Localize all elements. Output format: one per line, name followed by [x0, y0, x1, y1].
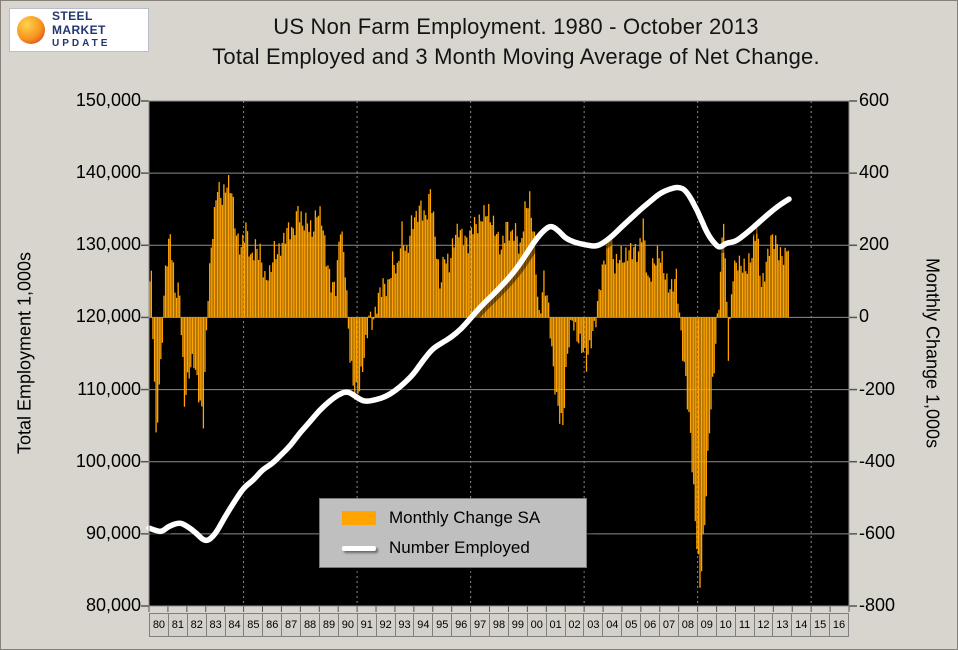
monthly-change-bars [149, 175, 789, 588]
x-axis-year-label: 06 [640, 613, 661, 637]
chart-subtitle: Total Employed and 3 Month Moving Averag… [212, 44, 820, 69]
x-axis-year-label: 94 [413, 613, 434, 637]
left-axis-tick-label: 100,000 [75, 450, 141, 471]
x-axis-year-label: 14 [791, 613, 812, 637]
legend: Monthly Change SA Number Employed [319, 498, 587, 568]
right-axis-tick-label: 400 [859, 162, 890, 183]
x-axis-year-label: 87 [281, 613, 302, 637]
x-axis-year-label: 09 [696, 613, 717, 637]
chart-title: US Non Farm Employment. 1980 - October 2… [273, 14, 759, 39]
x-axis-year-label: 01 [545, 613, 566, 637]
x-axis-year-label: 84 [224, 613, 245, 637]
right-axis-tick-label: 0 [859, 306, 870, 327]
x-axis-year-label: 96 [451, 613, 472, 637]
left-axis-title: Total Employment 1,000s [14, 251, 35, 455]
x-axis-year-label: 89 [319, 613, 339, 637]
x-axis-year-label: 99 [507, 613, 528, 637]
logo-text-top: STEEL MARKET [52, 9, 106, 38]
left-axis-tick-label: 80,000 [85, 595, 141, 615]
x-axis-year-label: 82 [186, 613, 207, 637]
legend-bar-label: Monthly Change SA [389, 508, 541, 527]
line-swatch-icon [342, 545, 376, 551]
x-axis-year-label: 86 [262, 613, 283, 637]
x-axis-year-label: 80 [149, 613, 169, 637]
right-axis-tick-label: 600 [859, 90, 890, 110]
x-axis-year-label: 12 [753, 613, 774, 637]
x-axis-year-label: 81 [167, 613, 188, 637]
x-axis-year-label: 91 [356, 613, 377, 637]
x-axis-year-label: 15 [810, 613, 831, 637]
left-axis-tick-label: 90,000 [85, 522, 141, 543]
x-axis-year-label: 92 [375, 613, 396, 637]
x-axis-year-label: 90 [337, 613, 358, 637]
right-axis-title: Monthly Change 1,000s [922, 257, 943, 449]
x-axis-year-label: 97 [470, 613, 491, 637]
x-axis-year-label: 04 [602, 613, 623, 637]
bar-swatch-icon [342, 511, 376, 525]
right-axis-tick-label: -400 [859, 450, 896, 471]
x-axis-year-label: 07 [659, 613, 679, 637]
left-axis-tick-label: 110,000 [77, 378, 141, 399]
x-axis-year-label: 08 [677, 613, 698, 637]
x-axis-year-label: 00 [526, 613, 547, 637]
x-axis-year-label: 16 [829, 613, 849, 637]
x-axis-year-label: 93 [394, 613, 415, 637]
x-axis: 80 81 82 83 84 85 86 87 88 89 90 91 92 93 94 95 96 97 98 99… [149, 613, 849, 637]
right-axis-tick-label: -600 [859, 522, 896, 543]
logo-text-bottom: UPDATE [52, 38, 111, 50]
legend-item-bar: Monthly Change SA [342, 508, 586, 528]
right-axis-tick-label: 200 [859, 234, 890, 255]
steel-market-update-logo: STEEL MARKET UPDATE [9, 8, 149, 52]
x-axis-year-label: 83 [205, 613, 226, 637]
legend-item-line: Number Employed [342, 538, 586, 558]
x-axis-year-label: 02 [564, 613, 585, 637]
number-employed-line [146, 184, 792, 544]
x-axis-year-label: 85 [243, 613, 264, 637]
left-axis-tick-label: 140,000 [75, 162, 141, 183]
x-axis-year-label: 13 [772, 613, 793, 637]
logo-sphere-icon [17, 16, 45, 44]
x-axis-year-label: 10 [715, 613, 736, 637]
right-axis-tick-label: -800 [859, 595, 896, 615]
x-axis-year-label: 05 [621, 613, 642, 637]
legend-line-label: Number Employed [389, 538, 530, 557]
left-axis-tick-label: 150,000 [75, 90, 141, 110]
x-axis-year-label: 03 [583, 613, 604, 637]
x-axis-year-label: 11 [734, 613, 755, 637]
x-axis-year-label: 98 [489, 613, 509, 637]
logo-text: STEEL MARKET UPDATE [52, 10, 141, 49]
right-axis-tick-label: -200 [859, 378, 896, 399]
left-axis-tick-label: 120,000 [75, 306, 141, 327]
x-axis-year-label: 88 [300, 613, 321, 637]
left-axis-tick-label: 130,000 [75, 234, 141, 255]
x-axis-year-label: 95 [432, 613, 453, 637]
